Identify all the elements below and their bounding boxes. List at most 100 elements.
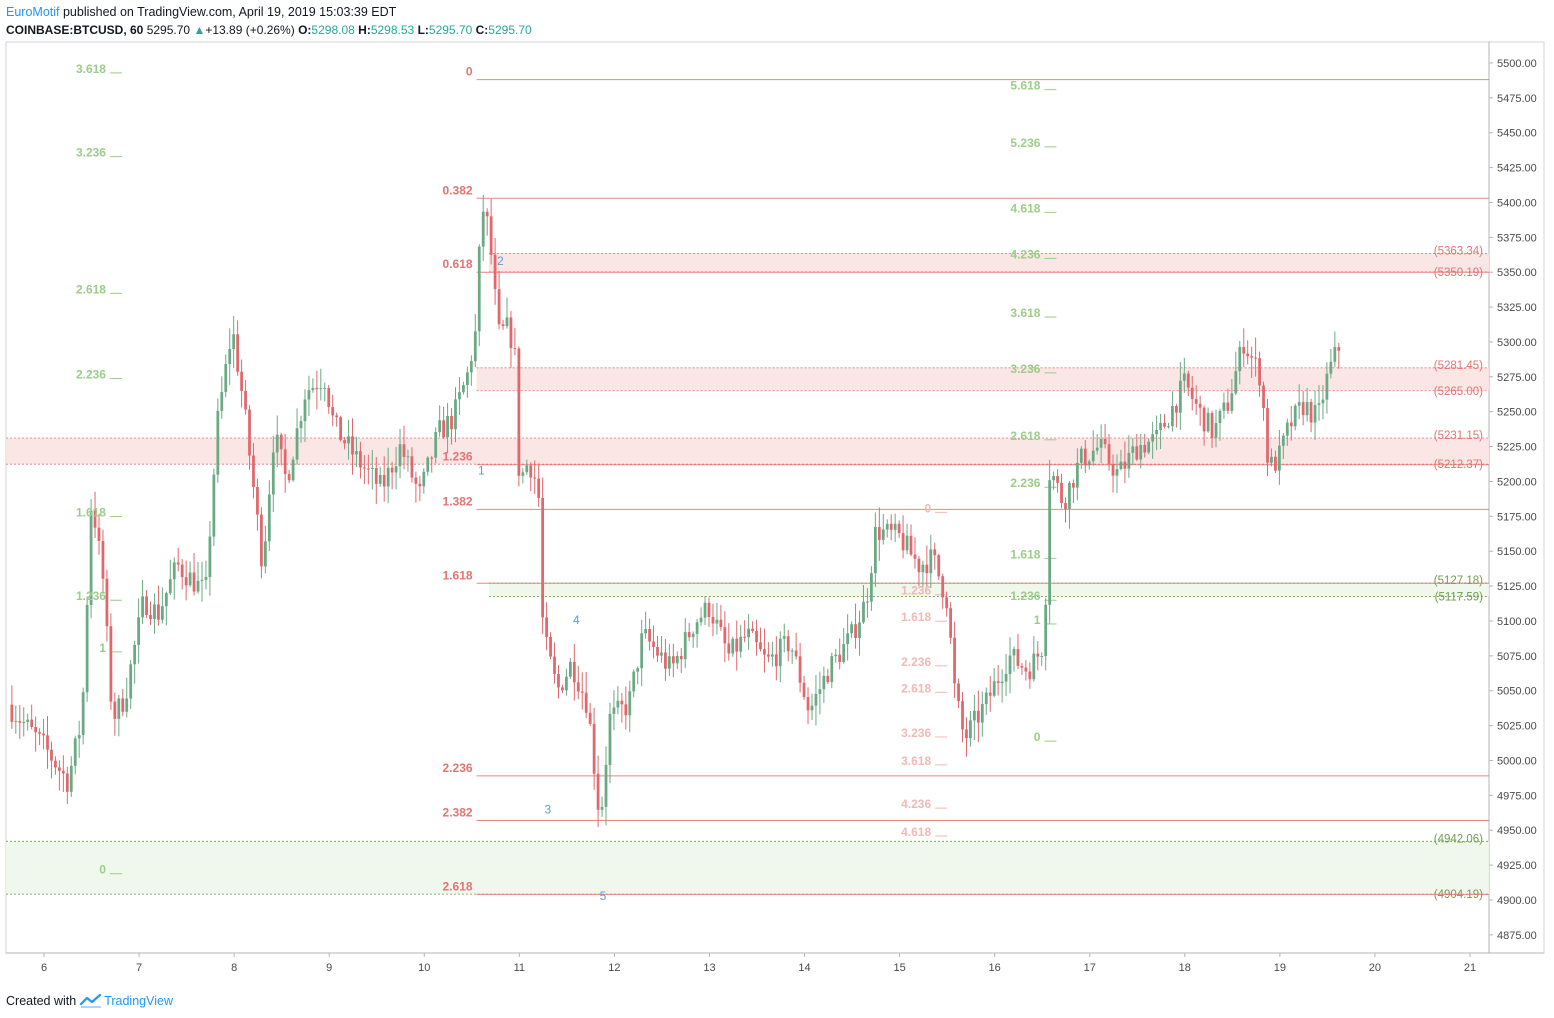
zone-label-bottom: (4904.19) [1434, 889, 1483, 901]
candle-body [188, 572, 192, 586]
candle-body [917, 558, 921, 573]
last-price: 5295.70 [146, 23, 191, 37]
candle-body [38, 732, 41, 734]
candle-body [897, 523, 901, 534]
candle-body [1012, 649, 1016, 656]
candle-body [992, 681, 996, 696]
fib-label: 1.236 [76, 589, 106, 603]
candle-body [1230, 393, 1234, 411]
candle-body [450, 415, 453, 430]
candle-body [129, 664, 133, 699]
candle-body [767, 654, 770, 657]
wave-label: 1 [478, 463, 485, 477]
candle-body [26, 719, 30, 722]
candle-body [133, 644, 137, 665]
fib-label: 0 [924, 501, 931, 515]
candle-body [707, 602, 711, 617]
candle-body [834, 654, 838, 657]
x-tick-label: 17 [1084, 962, 1096, 974]
x-tick-label: 6 [41, 962, 47, 974]
candle-body [1281, 435, 1285, 446]
y-tick-label: 5350.00 [1497, 267, 1537, 279]
fib-label: 2.236 [901, 655, 931, 669]
low-value: 5295.70 [428, 23, 473, 37]
candle-body [1270, 456, 1273, 463]
candle-body [34, 726, 38, 733]
zone-label-bottom: (5117.59) [1435, 591, 1484, 603]
candle-body [600, 806, 604, 810]
low-label: L: [417, 23, 429, 37]
candle-body [18, 721, 22, 723]
candle-body [1083, 448, 1087, 466]
candle-body [97, 527, 101, 541]
tradingview-link[interactable]: TradingView [104, 994, 173, 1008]
candle-body [763, 649, 766, 655]
fib-labels: 3.618 3.236 2.618 2.236 1.618 1.236 1 0 0 0.382 0.… [76, 62, 1041, 894]
candle-body [458, 392, 461, 400]
candle-body [1147, 441, 1151, 453]
candle-body [747, 628, 750, 638]
fib-label: 1.618 [443, 568, 473, 582]
fib-label: 0.382 [443, 183, 473, 197]
candle-body [1190, 387, 1194, 400]
candle-body [616, 700, 620, 708]
candle-body [212, 474, 216, 537]
candle-body [751, 628, 754, 632]
candle-body [727, 643, 731, 654]
candle-body [596, 773, 600, 810]
candle-body [252, 455, 255, 488]
candle-body [818, 689, 822, 694]
candle-body [1131, 446, 1135, 453]
candle-body [256, 487, 259, 515]
candle-body [1091, 450, 1095, 462]
candle-body [244, 390, 247, 410]
candle-body [1305, 402, 1309, 416]
candle-body [620, 700, 624, 705]
candle-body [446, 415, 449, 438]
candle-body [988, 692, 992, 696]
candle-body [370, 467, 374, 469]
candle-body [493, 254, 497, 290]
author-link[interactable]: EuroMotif [6, 5, 60, 19]
zone-label-top: (5363.34) [1434, 246, 1483, 258]
fib-label: 5.236 [1010, 136, 1040, 150]
candle-body [224, 364, 228, 393]
candle-body [509, 317, 513, 349]
candle-body [679, 655, 683, 660]
candle-body [454, 399, 457, 430]
zone-0 [488, 253, 1489, 272]
candle-body [691, 633, 695, 638]
candle-body [1274, 456, 1277, 471]
candle-body [232, 334, 236, 349]
candle-body [402, 444, 406, 457]
price-axis[interactable]: 4875.00 4900.00 4925.00 4950.00 4975.00 5000.… [1489, 58, 1537, 942]
candle-body [648, 629, 651, 642]
y-tick-label: 5250.00 [1497, 407, 1537, 419]
candle-body [541, 497, 545, 618]
fib-lines [109, 72, 1489, 895]
candle-body [1115, 469, 1119, 476]
candle-body [153, 604, 156, 620]
candle-body [537, 478, 541, 498]
candle-body [160, 606, 164, 620]
candle-body [965, 729, 968, 739]
time-axis[interactable]: 6 7 8 9 10 11 12 13 14 15 16 17 18 19 20 21 [6, 952, 1544, 974]
price-zones: (5363.34) (5350.19) (5281.45) (5265.00) (523… [6, 246, 1489, 901]
candle-body [22, 721, 26, 723]
candle-body [925, 564, 929, 574]
created-with-text: Created with [6, 994, 77, 1008]
candle-body [1325, 373, 1329, 400]
candle-body [1238, 347, 1242, 372]
candle-body [1285, 422, 1289, 436]
fib-label: 0.618 [443, 257, 473, 271]
candle-body [996, 681, 1000, 684]
high-value: 5298.53 [370, 23, 415, 37]
candle-body [473, 331, 477, 362]
zone-label-top: (5281.45) [1434, 360, 1483, 372]
y-tick-label: 5150.00 [1497, 546, 1537, 558]
change-up-icon: ▲ [193, 23, 206, 37]
fib-label: 3.236 [901, 726, 931, 740]
candle-body [1301, 402, 1305, 416]
y-tick-label: 5075.00 [1497, 651, 1537, 663]
